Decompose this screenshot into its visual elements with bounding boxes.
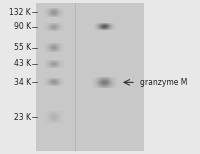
Text: 132 K: 132 K bbox=[9, 8, 31, 17]
FancyBboxPatch shape bbox=[36, 3, 144, 151]
Text: granzyme M: granzyme M bbox=[140, 78, 187, 87]
Text: 90 K: 90 K bbox=[14, 22, 31, 31]
Text: 34 K: 34 K bbox=[14, 78, 31, 87]
Text: 43 K: 43 K bbox=[14, 59, 31, 68]
Text: 23 K: 23 K bbox=[14, 113, 31, 122]
Text: 55 K: 55 K bbox=[14, 43, 31, 52]
